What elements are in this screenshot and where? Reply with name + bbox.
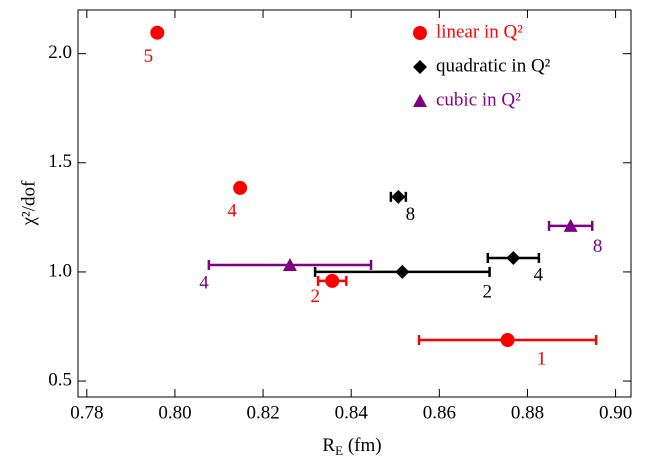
plot-frame — [77, 9, 632, 398]
y-tick-label: 0.5 — [48, 369, 72, 390]
point — [563, 218, 578, 232]
point-label: 2 — [310, 286, 320, 307]
point — [233, 180, 248, 195]
legend-marker — [413, 60, 427, 74]
point-label: 4 — [227, 200, 237, 221]
x-tick-label: 0.90 — [599, 402, 632, 423]
x-label-main: R — [322, 435, 335, 456]
point — [282, 257, 297, 271]
point — [325, 273, 340, 288]
point-label: 5 — [144, 46, 154, 67]
point-label: 4 — [199, 272, 209, 293]
legend-label: quadratic in Q² — [436, 55, 551, 76]
point-label: 8 — [406, 204, 416, 225]
point — [500, 333, 515, 348]
x-tick-label: 0.86 — [423, 402, 456, 423]
y-tick-label: 2.0 — [48, 42, 72, 63]
x-axis-label: RE (fm) — [322, 435, 381, 458]
legend-label: linear in Q² — [436, 21, 523, 42]
point-label: 2 — [483, 281, 493, 302]
point-label: 1 — [537, 348, 547, 369]
point — [150, 25, 165, 40]
point — [506, 250, 521, 265]
legend-marker — [413, 26, 427, 40]
x-label-sub: E — [335, 443, 343, 458]
x-tick-label: 0.78 — [70, 402, 103, 423]
point-label: 8 — [593, 236, 603, 257]
point — [391, 189, 406, 204]
x-tick-label: 0.84 — [335, 402, 369, 423]
x-tick-label: 0.80 — [158, 402, 191, 423]
x-tick-label: 0.88 — [511, 402, 544, 423]
point-label: 4 — [534, 264, 544, 285]
x-label-rest: (fm) — [343, 435, 382, 456]
y-tick-label: 1.5 — [48, 151, 72, 172]
legend-label: cubic in Q² — [436, 89, 521, 110]
y-tick-label: 1.0 — [48, 260, 72, 281]
x-tick-label: 0.82 — [246, 402, 279, 423]
point — [395, 264, 410, 279]
y-axis-label: χ²/dof — [18, 180, 39, 226]
legend-marker — [413, 94, 427, 107]
